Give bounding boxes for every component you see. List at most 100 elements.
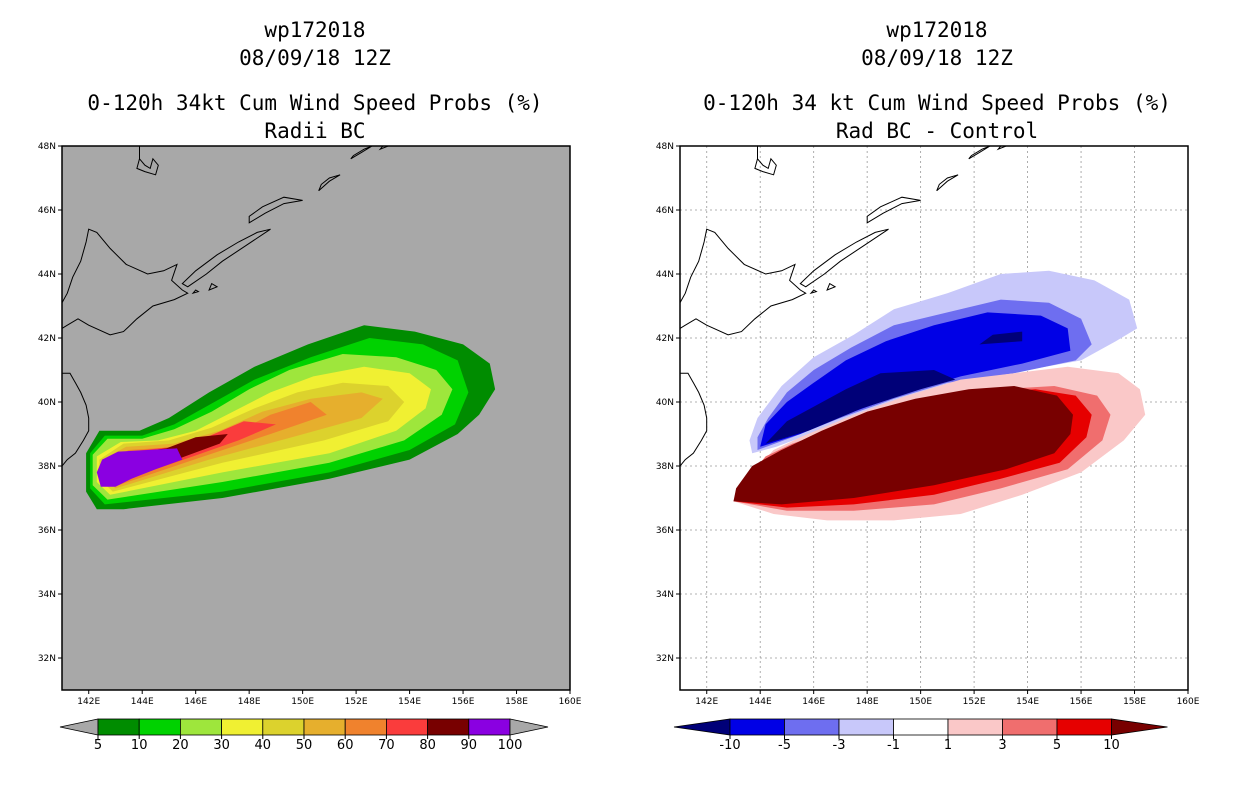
colorbar-segment <box>97 718 140 736</box>
left-map: 142E 144E 146E 148E 150E 152E 154E 156E 158E 160E… <box>38 142 582 753</box>
y-tick-label: 40N <box>38 398 56 408</box>
y-tick-label: 32N <box>656 654 674 664</box>
x-tick-label: 142E <box>77 697 100 707</box>
colorbar-high-arrow <box>509 718 549 736</box>
colorbar-segment <box>344 718 387 736</box>
y-tick-label: 44N <box>38 270 56 280</box>
difference-contours <box>733 270 1146 521</box>
x-tick-label: 158E <box>1123 697 1146 707</box>
colorbar-label: 30 <box>213 738 230 753</box>
diff-contour-8 <box>733 386 1073 505</box>
coastlines <box>679 145 1007 495</box>
y-tick-label: 32N <box>38 654 56 664</box>
colorbar-segment <box>138 718 181 736</box>
colorbar-segment <box>221 718 264 736</box>
y-tick-label: 34N <box>656 590 674 600</box>
x-tick-label: 150E <box>909 697 932 707</box>
y-tick-label: 44N <box>656 270 674 280</box>
y-tick-label: 42N <box>656 334 674 344</box>
coastline-island <box>208 282 219 291</box>
map-frame <box>679 145 1189 691</box>
colorbar-segment <box>427 718 470 736</box>
colorbar-label: 60 <box>337 738 354 753</box>
coastline-island <box>318 174 341 192</box>
coastline-island <box>350 145 373 160</box>
prob-contour-9 <box>96 448 183 487</box>
x-tick-label: 160E <box>1177 697 1200 707</box>
x-tick-label: 154E <box>1016 697 1039 707</box>
right-map: 142E 144E 146E 148E 150E 152E 154E 156E 158E 160E… <box>656 142 1200 753</box>
colorbar-label: 100 <box>498 738 523 753</box>
right-map-group <box>679 145 1189 691</box>
y-tick-label: 42N <box>38 334 56 344</box>
left-map-group <box>61 145 571 691</box>
coastline-island <box>799 228 889 288</box>
right-panel: wp172018 08/09/18 12Z 0-120h 34 kt Cum W… <box>618 0 1236 800</box>
coastline-island <box>866 196 921 224</box>
x-tick-label: 158E <box>505 697 528 707</box>
colorbar-label: -3 <box>833 738 846 753</box>
x-tick-label: 148E <box>238 697 261 707</box>
x-tick-label: 150E <box>291 697 314 707</box>
coastline-north <box>754 146 777 176</box>
colorbar-label: 5 <box>1053 738 1061 753</box>
coastline-island <box>248 196 303 224</box>
y-tick-label: 48N <box>38 142 56 152</box>
right-title-subtitle: Rad BC - Control <box>835 119 1039 143</box>
colorbar-segment <box>784 718 840 736</box>
y-tick-label: 36N <box>38 526 56 536</box>
x-tick-label: 156E <box>1070 697 1093 707</box>
colorbar-label: -5 <box>778 738 791 753</box>
x-tick-label: 144E <box>749 697 772 707</box>
colorbar-segment <box>1056 718 1112 736</box>
y-tick-label: 38N <box>656 462 674 472</box>
left-panel: wp172018 08/09/18 12Z 0-120h 34kt Cum Wi… <box>38 18 582 753</box>
y-tick-label: 46N <box>656 206 674 216</box>
colorbar-label: 10 <box>131 738 148 753</box>
probability-contours <box>86 325 496 510</box>
left-colorbar: 5 10 20 30 40 50 60 70 80 90 100 <box>59 718 549 753</box>
colorbar-label: 3 <box>998 738 1006 753</box>
diff-contour-3 <box>765 370 956 444</box>
right-shift: 142E 144E 146E 148E 150E 152E 154E 156E 158E 160E… <box>656 142 1200 753</box>
coastline-honshu <box>61 372 90 495</box>
y-tick-label: 40N <box>656 398 674 408</box>
x-tick-label: 146E <box>802 697 825 707</box>
coastline-north <box>136 146 159 176</box>
diff-contour-4 <box>979 331 1023 345</box>
coastline-honshu <box>679 372 708 495</box>
colorbar-high-arrow <box>1111 718 1168 736</box>
colorbar-segment <box>262 718 305 736</box>
colorbar-segment <box>179 718 222 736</box>
colorbar-label: 90 <box>461 738 478 753</box>
colorbar-segment <box>303 718 346 736</box>
colorbar-label: 20 <box>172 738 189 753</box>
colorbar-label: -10 <box>719 738 740 753</box>
map-frame <box>61 145 571 691</box>
coastline-island <box>809 289 818 295</box>
colorbar-segment <box>468 718 511 736</box>
coastline-island <box>181 228 271 288</box>
x-tick-label: 148E <box>856 697 879 707</box>
colorbar-segment <box>838 718 894 736</box>
coastline-island <box>826 282 837 291</box>
y-tick-label: 36N <box>656 526 674 536</box>
right-title-date: 08/09/18 12Z <box>861 46 1013 70</box>
y-tick-label: 34N <box>38 590 56 600</box>
colorbar-segment <box>1002 718 1058 736</box>
colorbar-label: 10 <box>1103 738 1120 753</box>
coastlines <box>61 145 389 495</box>
x-tick-label: 156E <box>452 697 475 707</box>
colorbar-label: 1 <box>944 738 952 753</box>
colorbar-label: 5 <box>94 738 102 753</box>
coastline-island <box>191 289 200 295</box>
y-tick-label: 48N <box>656 142 674 152</box>
x-tick-label: 152E <box>963 697 986 707</box>
x-tick-label: 144E <box>131 697 154 707</box>
coastline-island <box>968 145 991 160</box>
y-tick-label: 38N <box>38 462 56 472</box>
x-tick-label: 142E <box>695 697 718 707</box>
colorbar-label: 70 <box>378 738 395 753</box>
colorbar-label: 50 <box>296 738 313 753</box>
